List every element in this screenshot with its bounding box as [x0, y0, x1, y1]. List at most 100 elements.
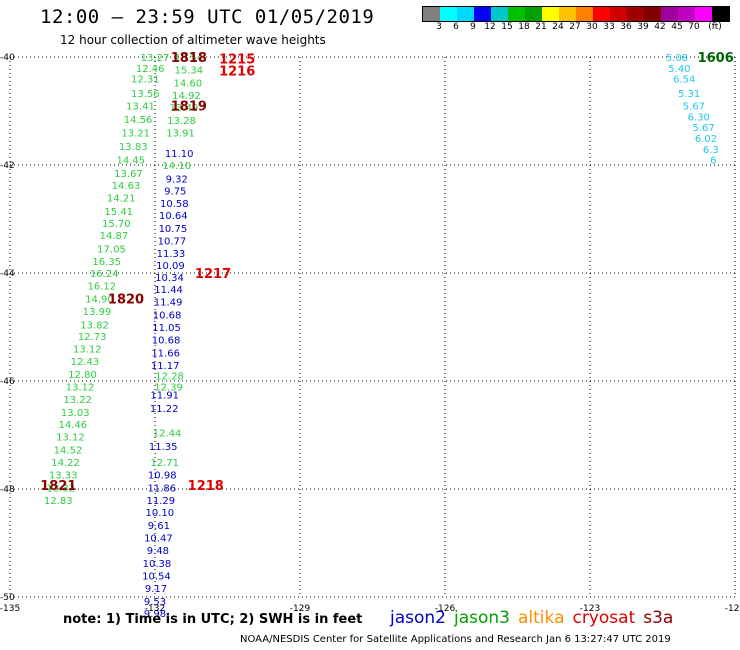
- data-point-jason3: 13.12: [73, 345, 102, 356]
- data-point-jason2: 10.34: [155, 273, 184, 284]
- legend-item-s3a: s3a: [643, 608, 674, 628]
- data-point-jason2: 9.75: [164, 186, 186, 197]
- data-point-jason3: 14.45: [117, 156, 146, 167]
- colorbar-tick-label: 12: [484, 22, 496, 32]
- data-point-jason3: 14.92: [172, 91, 201, 102]
- data-point-jason3: 13.22: [63, 395, 92, 406]
- pass-time-label-cryosat: 1215: [219, 53, 255, 68]
- colorbar-tick-label: 39: [637, 22, 649, 32]
- data-point-jason3: 13.67: [114, 169, 143, 180]
- colorbar-swatch: [712, 7, 729, 21]
- y-tick-label: -40: [0, 53, 15, 63]
- axes: -40 -42 -44 -46 -48 -50-135 -132 -129 -126 -123 -1…: [0, 53, 740, 614]
- data-point-jason2: 10.10: [146, 508, 175, 519]
- data-point-jason3: 13.21: [121, 129, 150, 140]
- colorbar-tick-label: 33: [603, 22, 615, 32]
- data-point-jason2: 11.35: [149, 442, 178, 453]
- x-tick-label: -129: [290, 604, 311, 614]
- data-point-jason3: 13.28: [167, 116, 196, 127]
- data-point-jason2: 10.09: [156, 261, 185, 272]
- data-point-jason3: 13.82: [80, 320, 109, 331]
- data-point-jason3: 15.70: [102, 219, 131, 230]
- data-point-jason3: 13.12: [56, 433, 85, 444]
- colorbar-swatch: [491, 7, 508, 21]
- chart-title: 12:00 — 23:59 UTC 01/05/2019: [40, 6, 375, 28]
- colorbar-swatch: [525, 7, 542, 21]
- legend-item-jason2: jason2: [390, 608, 446, 628]
- data-point-jason2: 11.22: [150, 404, 179, 415]
- data-point-jason2: 11.29: [146, 496, 175, 507]
- pass-time-label-jason3: 1606: [698, 51, 734, 66]
- chart-subtitle: 12 hour collection of altimeter wave hei…: [60, 33, 326, 47]
- data-point-jason2: 9.32: [166, 175, 188, 186]
- data-point-altika: 5.67: [683, 102, 705, 113]
- data-point-jason3: 13.54: [175, 53, 204, 64]
- colorbar-tick-label: (ft): [708, 22, 722, 32]
- data-point-jason3: 13.83: [119, 142, 148, 153]
- data-point-jason3: 14.90: [85, 294, 114, 305]
- data-point-jason2: 9.17: [145, 584, 167, 595]
- data-point-jason3: 12.71: [150, 458, 179, 469]
- colorbar-tick-label: 42: [654, 22, 666, 32]
- data-point-jason3: 17.05: [97, 245, 126, 256]
- data-point-altika: 5.08: [666, 53, 688, 64]
- legend-item-jason3: jason3: [454, 608, 510, 628]
- data-point-jason2: 11.91: [150, 391, 179, 402]
- x-tick-label: -123: [580, 604, 600, 614]
- colorbar-swatch: [559, 7, 576, 21]
- x-tick-label: -135: [0, 604, 20, 614]
- pass-time-label-cryosat: 1218: [188, 479, 224, 494]
- data-point-jason2: 10.54: [142, 571, 171, 582]
- colorbar-swatch: [440, 7, 457, 21]
- data-point-altika: 6.54: [673, 75, 695, 86]
- data-point-jason3: 14.56: [124, 115, 153, 126]
- y-tick-label: -46: [0, 377, 15, 387]
- legend-item-cryosat: cryosat: [572, 608, 636, 628]
- colorbar-swatch: [661, 7, 678, 21]
- data-point-altika: 5.67: [692, 123, 714, 134]
- data-point-altika: 6.3: [703, 145, 719, 156]
- pass-time-label-s3a: 1818: [171, 51, 207, 66]
- data-point-jason3: 12.46: [136, 64, 165, 75]
- colorbar-swatch: [423, 7, 440, 21]
- legend-item-altika: altika: [518, 608, 565, 628]
- data-point-jason2: 10.68: [152, 335, 181, 346]
- data-point-jason3: 12.44: [153, 428, 182, 439]
- colorbar-swatch: [542, 7, 559, 21]
- data-point-jason3: 12.43: [71, 357, 100, 368]
- data-point-jason2: 10.68: [153, 311, 182, 322]
- footer-credit: NOAA/NESDIS Center for Satellite Applica…: [240, 634, 671, 645]
- data-point-jason2: 9.98: [144, 609, 166, 620]
- colorbar-swatch: [627, 7, 644, 21]
- data-point-jason3: 14.63: [112, 181, 141, 192]
- data-point-jason3: 13.33: [49, 470, 78, 481]
- data-point-jason3: 13.99: [83, 307, 112, 318]
- colorbar-tick-label: 30: [586, 22, 598, 32]
- pass-time-label-cryosat: 1217: [195, 267, 231, 282]
- data-point-jason2: 11.10: [165, 149, 194, 160]
- pass-time-label-s3a: 1819: [171, 100, 207, 115]
- colorbar-swatch: [508, 7, 525, 21]
- data-point-jason3: 14.10: [162, 161, 191, 172]
- data-point-jason3: 12.28: [155, 372, 184, 383]
- data-point-altika: 5.31: [678, 89, 700, 100]
- data-point-jason3: 12.83: [44, 496, 73, 507]
- data-point-altika: 6.30: [688, 112, 710, 123]
- x-tick-label: -132: [145, 604, 165, 614]
- colorbar-tick-label: 27: [569, 22, 581, 32]
- data-point-altika: 6: [710, 156, 716, 167]
- data-point-jason2: 10.77: [158, 237, 187, 248]
- colorbar-tick-label: 36: [620, 22, 632, 32]
- colorbar-swatch: [474, 7, 491, 21]
- data-point-jason2: 11.17: [151, 361, 180, 372]
- colorbar-tick-label: 6: [453, 22, 459, 32]
- data-point-jason2: 9.61: [148, 521, 170, 532]
- data-point-jason2: 11.86: [147, 483, 176, 494]
- data-point-jason3: 14.60: [174, 78, 203, 89]
- data-point-jason2: 9.48: [147, 546, 169, 557]
- colorbar-tick-label: 24: [552, 22, 564, 32]
- colorbar-swatch: [593, 7, 610, 21]
- data-point-jason2: 11.33: [157, 249, 186, 260]
- colorbar-swatch: [678, 7, 695, 21]
